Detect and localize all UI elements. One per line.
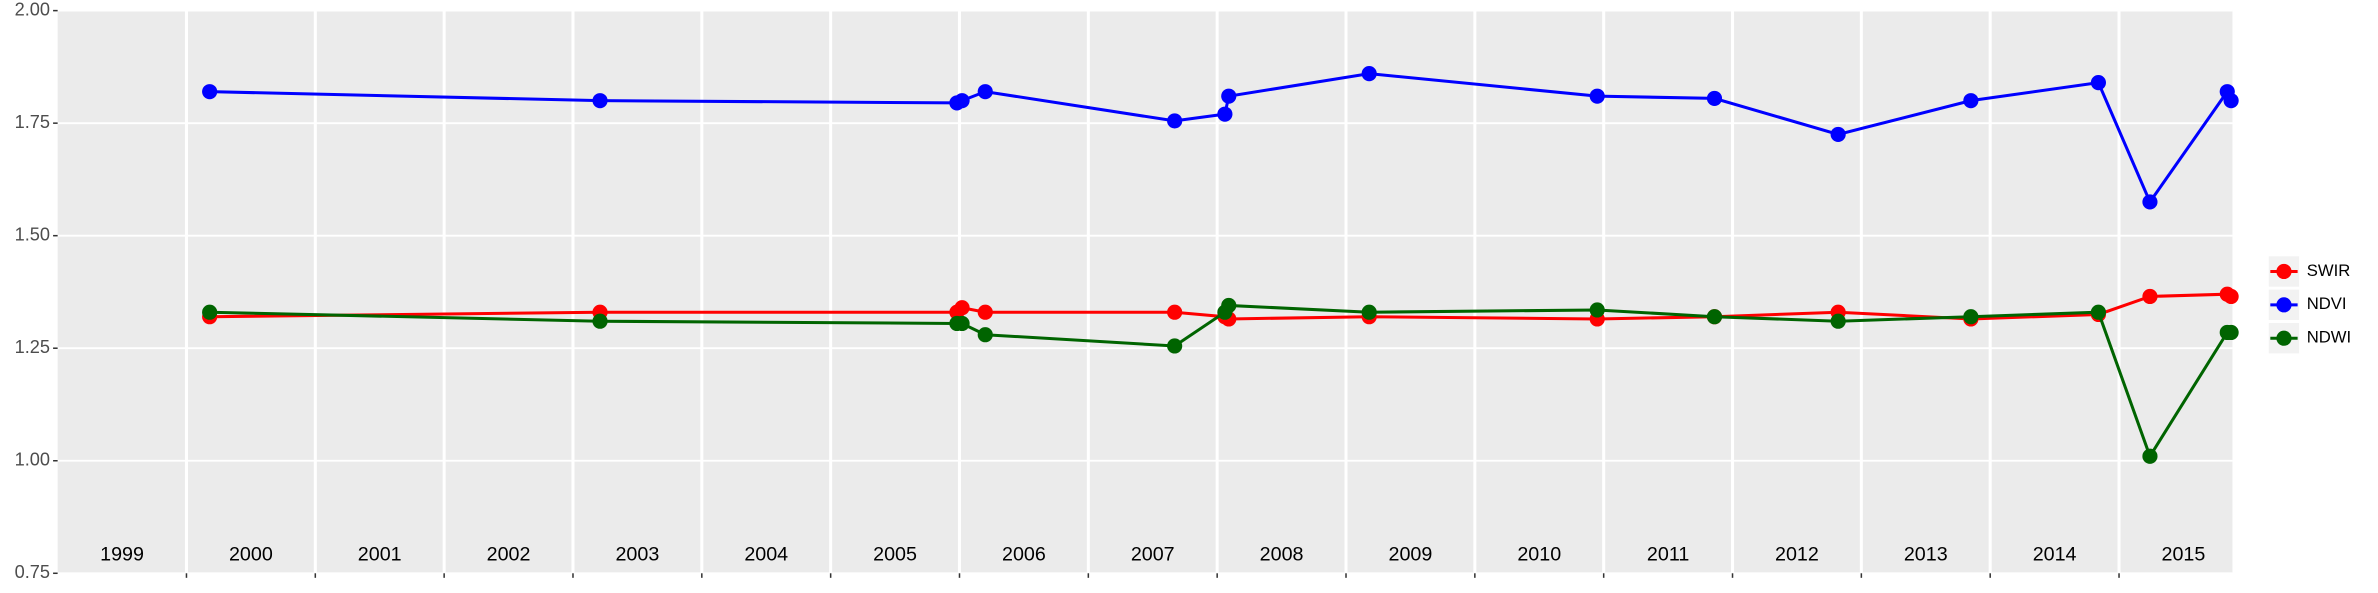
- x-tick-label: 2013: [1904, 543, 1948, 565]
- point: [1963, 93, 1979, 109]
- y-tick-label: 1.00: [15, 450, 50, 470]
- x-tick-label: 2015: [2162, 543, 2206, 565]
- x-tick-label: 2003: [615, 543, 659, 565]
- point: [1830, 313, 1846, 329]
- x-tick-label: 1999: [100, 543, 144, 565]
- point: [1167, 113, 1183, 129]
- point: [1706, 309, 1723, 325]
- legend-label: SWIR: [2307, 261, 2351, 280]
- point: [954, 300, 970, 316]
- y-tick-label: 2.00: [15, 0, 50, 19]
- legend-point: [2276, 330, 2292, 346]
- x-tick-label: 2008: [1260, 543, 1304, 565]
- legend-label: NDVI: [2307, 294, 2347, 313]
- point: [1221, 297, 1237, 314]
- point: [202, 304, 218, 320]
- x-tick-label: 2004: [744, 543, 788, 565]
- x-tick-label: 2002: [487, 543, 531, 565]
- point: [592, 313, 608, 329]
- point: [954, 315, 970, 332]
- point: [1361, 66, 1377, 82]
- point: [1589, 302, 1605, 318]
- point: [1217, 106, 1233, 122]
- x-tick-label: 2000: [229, 543, 273, 565]
- y-tick-label: 0.75: [15, 562, 50, 582]
- x-tick-label: 2011: [1647, 543, 1689, 565]
- y-tick-label: 1.50: [15, 224, 50, 244]
- legend-point: [2276, 263, 2292, 280]
- x-tick-label: 2005: [873, 543, 917, 565]
- point: [2223, 288, 2239, 305]
- y-tick-label: 1.75: [15, 112, 50, 132]
- point: [1361, 304, 1377, 320]
- point: [1167, 338, 1183, 354]
- point: [2090, 304, 2106, 320]
- point: [977, 327, 993, 343]
- point: [977, 84, 993, 100]
- point: [2090, 75, 2106, 91]
- point: [592, 93, 608, 109]
- point: [1167, 304, 1183, 320]
- x-tick-label: 2006: [1002, 543, 1046, 565]
- x-tick-label: 2012: [1775, 543, 1819, 565]
- point: [1963, 309, 1979, 325]
- point: [2223, 93, 2239, 109]
- point: [1706, 90, 1723, 106]
- x-tick-label: 2007: [1131, 543, 1175, 565]
- point: [1221, 88, 1237, 104]
- x-tick-label: 2010: [1517, 543, 1561, 565]
- x-tick-label: 2014: [2033, 543, 2077, 565]
- point: [2142, 194, 2158, 210]
- plot-panel: [57, 10, 2233, 574]
- legend: SWIR NDVI NDWI: [2268, 256, 2351, 354]
- point: [202, 84, 218, 100]
- legend-point: [2276, 297, 2292, 313]
- point: [1589, 88, 1605, 104]
- x-tick-label: 2001: [358, 543, 402, 565]
- point: [2142, 288, 2158, 305]
- y-tick-label: 1.25: [15, 337, 50, 357]
- point: [2223, 324, 2239, 341]
- point: [1830, 126, 1846, 142]
- x-tick-label: 2009: [1389, 543, 1433, 565]
- point: [977, 304, 993, 320]
- legend-label: NDWI: [2307, 328, 2351, 347]
- point: [954, 93, 970, 109]
- point: [2142, 448, 2158, 464]
